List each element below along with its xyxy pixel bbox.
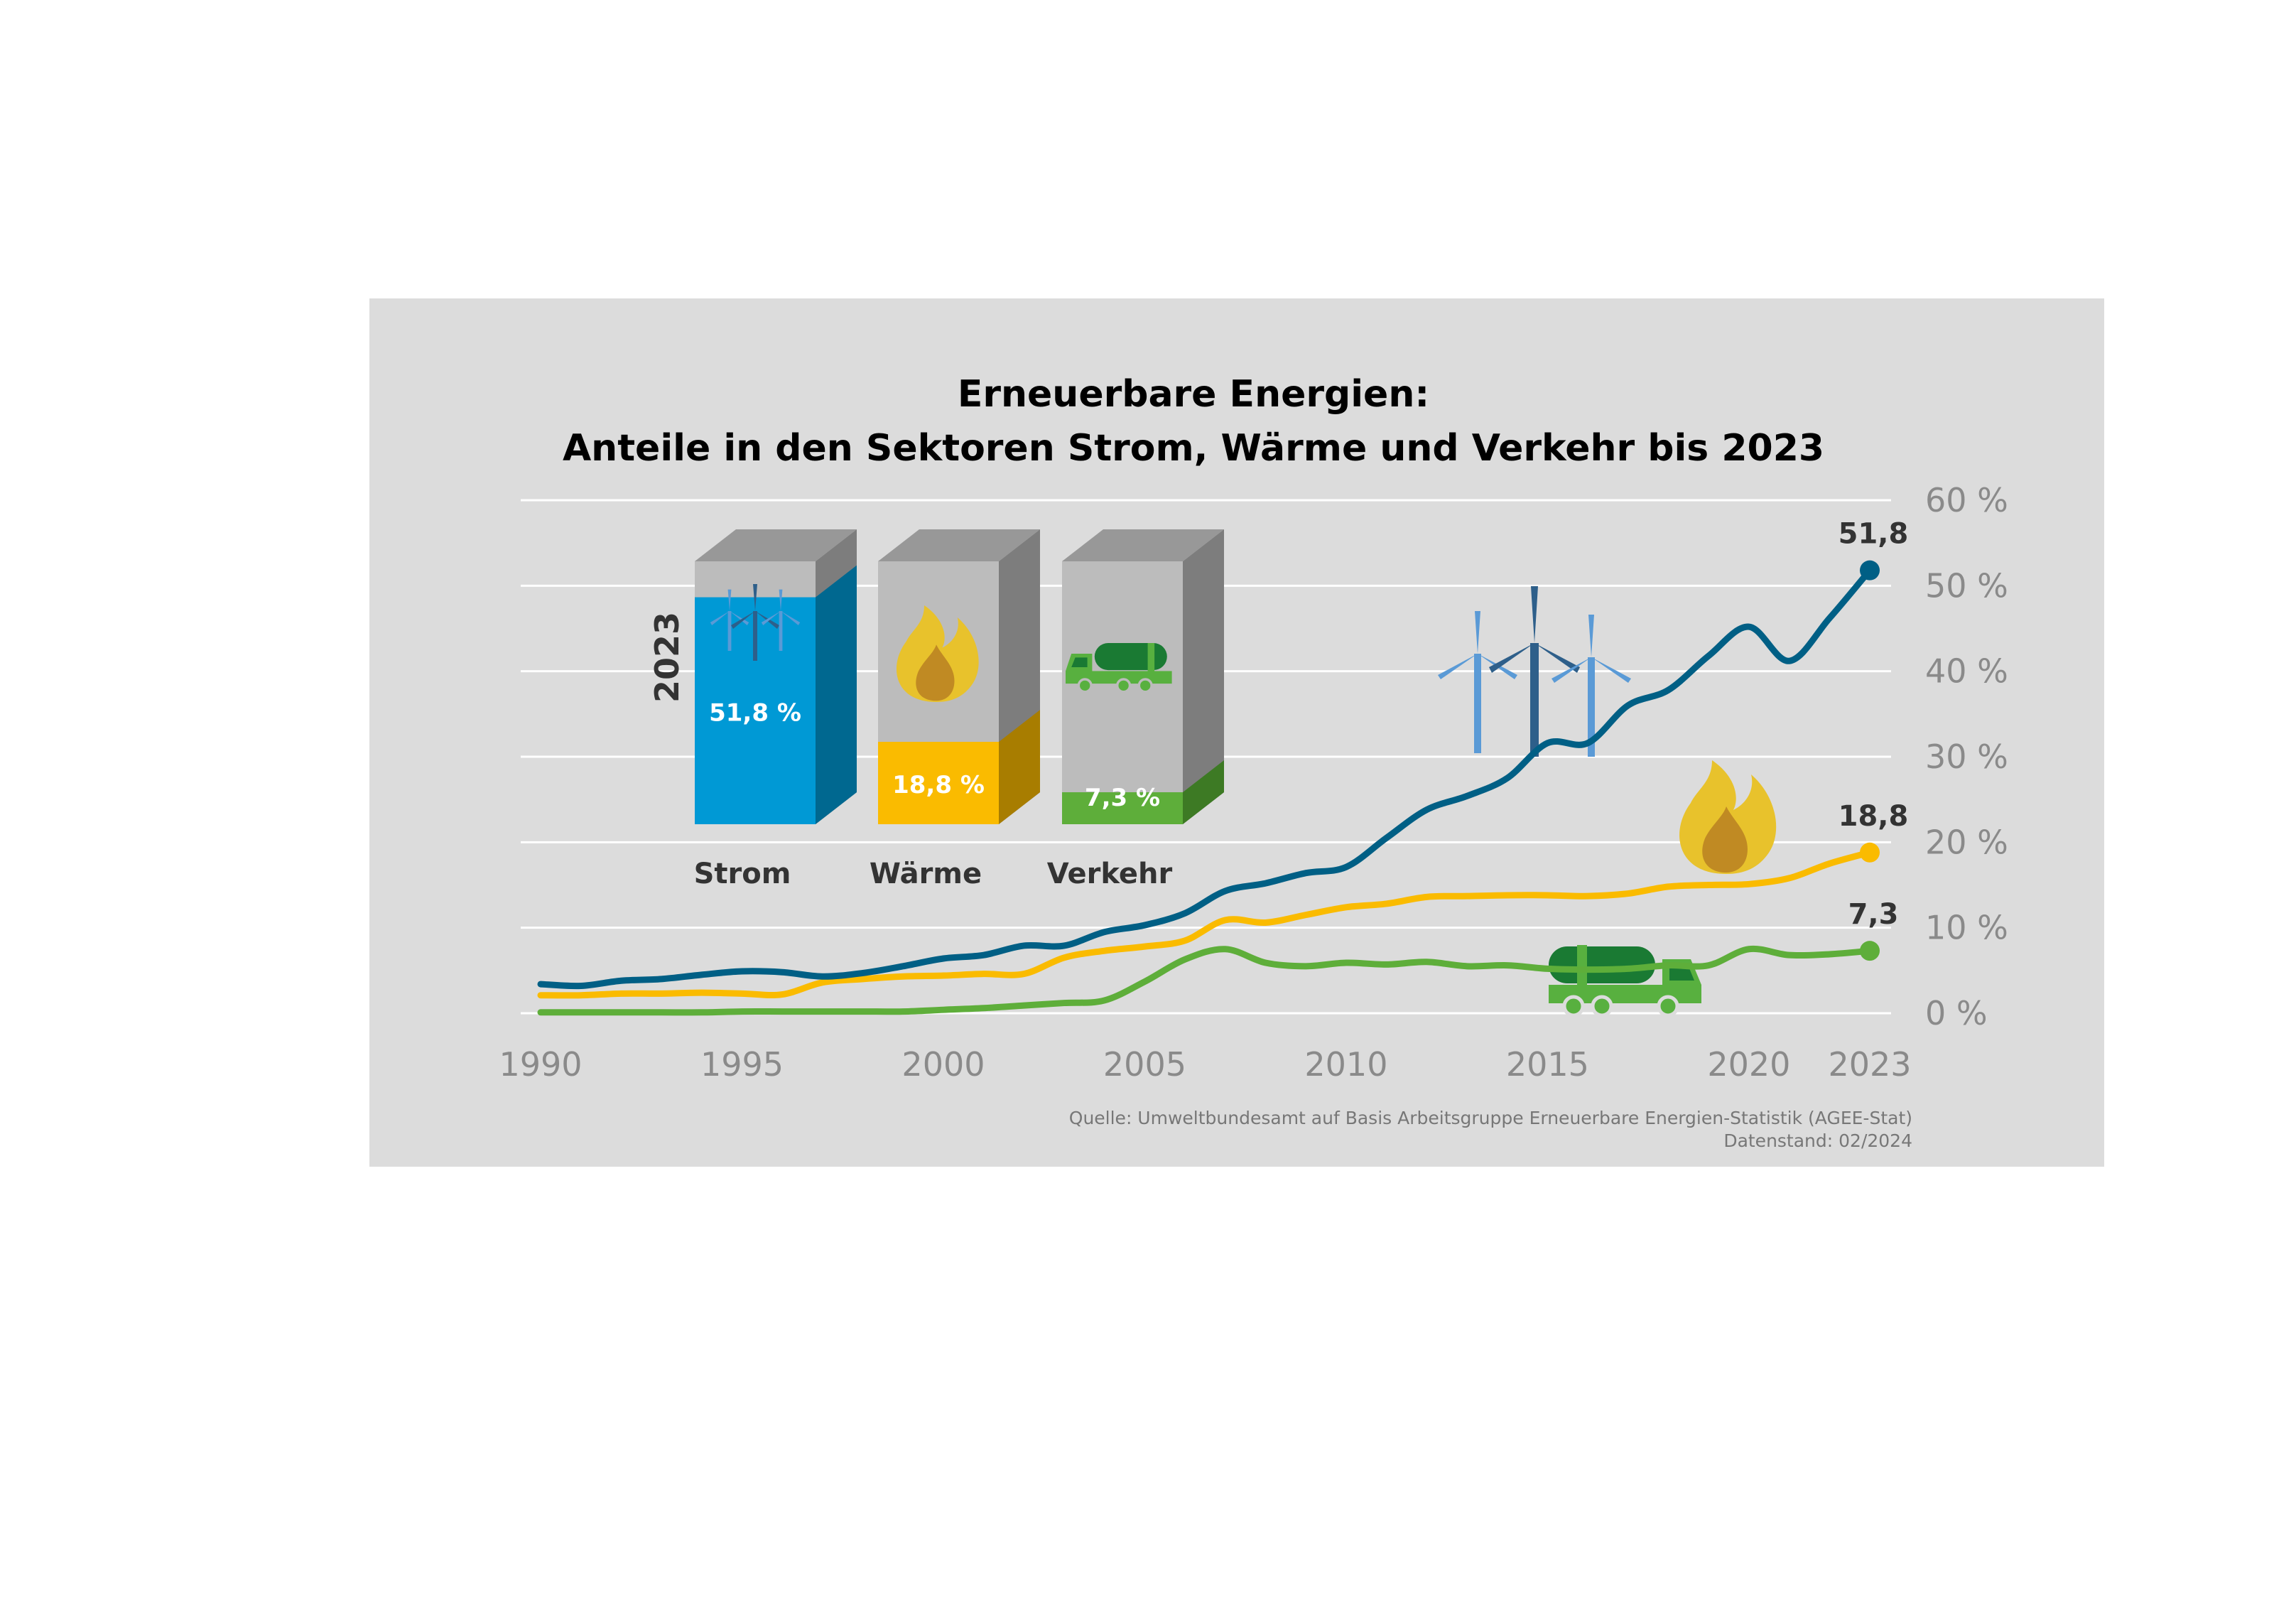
bar-top-face xyxy=(1062,529,1224,561)
series-end-point-strom xyxy=(1860,560,1880,581)
bar-side-face xyxy=(1183,529,1224,824)
y-tick-label: 10 % xyxy=(1925,909,2008,947)
y-tick-label: 0 % xyxy=(1925,994,1988,1032)
bar-value-label: 18,8 % xyxy=(892,771,985,799)
bar-category-label: Verkehr xyxy=(1047,858,1173,890)
inset-year-label: 2023 xyxy=(648,612,686,703)
y-tick-label: 60 % xyxy=(1925,481,2008,519)
series-end-point-verkehr xyxy=(1860,941,1880,961)
bar-fill-side xyxy=(999,710,1040,824)
x-tick-label: 2005 xyxy=(1103,1045,1186,1084)
x-tick-label: 1995 xyxy=(700,1045,784,1084)
y-tick-label: 50 % xyxy=(1925,566,2008,605)
series-end-label-verkehr: 7,3 xyxy=(1848,898,1899,931)
bar-value-label: 51,8 % xyxy=(709,698,801,727)
bar-fill xyxy=(878,742,999,824)
series-line-waerme xyxy=(537,849,1873,999)
x-tick-label: 2010 xyxy=(1304,1045,1387,1084)
y-tick-label: 20 % xyxy=(1925,823,2008,861)
inset-bars: 51,8 % Strom 18,8 % Wärme 7,3 % Verkehr xyxy=(694,529,1224,890)
line-series xyxy=(537,567,1873,1016)
chart-title-line2: Anteile in den Sektoren Strom, Wärme und… xyxy=(563,427,1824,470)
series-end-point-waerme xyxy=(1860,842,1880,863)
wind-turbines-icon xyxy=(1438,586,1631,757)
flame-icon xyxy=(1679,760,1777,874)
series-line-verkehr xyxy=(537,945,1873,1016)
x-tick-label: 2000 xyxy=(901,1045,985,1084)
chart-title-line1: Erneuerbare Energien: xyxy=(958,373,1429,416)
tank-truck-icon xyxy=(1066,643,1172,693)
chart-panel xyxy=(369,298,2104,1167)
bar-fill-side xyxy=(1183,760,1224,824)
bar-fill-side xyxy=(816,565,857,824)
y-tick-label: 40 % xyxy=(1925,652,2008,691)
source-line1: Quelle: Umweltbundesamt auf Basis Arbeit… xyxy=(1069,1108,1912,1128)
bar-value-label: 7,3 % xyxy=(1085,784,1160,812)
x-tick-label: 2015 xyxy=(1506,1045,1589,1084)
series-end-labels: 7,3 18,8 51,8 xyxy=(1839,518,1909,961)
series-end-label-waerme: 18,8 xyxy=(1839,800,1909,833)
y-tick-label: 30 % xyxy=(1925,738,2008,776)
bar-top-face xyxy=(695,529,857,561)
inset-bar-icons xyxy=(710,584,1172,702)
wind-turbine-icon xyxy=(710,584,801,661)
x-tick-label: 2023 xyxy=(1828,1045,1911,1084)
bar-category-label: Strom xyxy=(694,858,791,890)
tank-truck-icon xyxy=(1549,945,1701,1017)
bar-top-face xyxy=(878,529,1040,561)
x-tick-label: 1990 xyxy=(499,1045,582,1084)
bar-category-label: Wärme xyxy=(870,858,982,890)
bar-fill xyxy=(1062,792,1183,824)
x-tick-label: 2020 xyxy=(1707,1045,1790,1084)
source-line2: Datenstand: 02/2024 xyxy=(1723,1130,1912,1151)
flame-icon xyxy=(896,605,979,702)
y-axis-tick-labels: 0 % 10 % 20 % 30 % 40 % 50 % 60 % xyxy=(1925,481,2008,1032)
series-end-label-strom: 51,8 xyxy=(1839,518,1909,551)
x-axis-tick-labels: 1990 1995 2000 2005 2010 2015 2020 2023 xyxy=(499,1045,1911,1084)
series-line-strom xyxy=(537,567,1873,990)
